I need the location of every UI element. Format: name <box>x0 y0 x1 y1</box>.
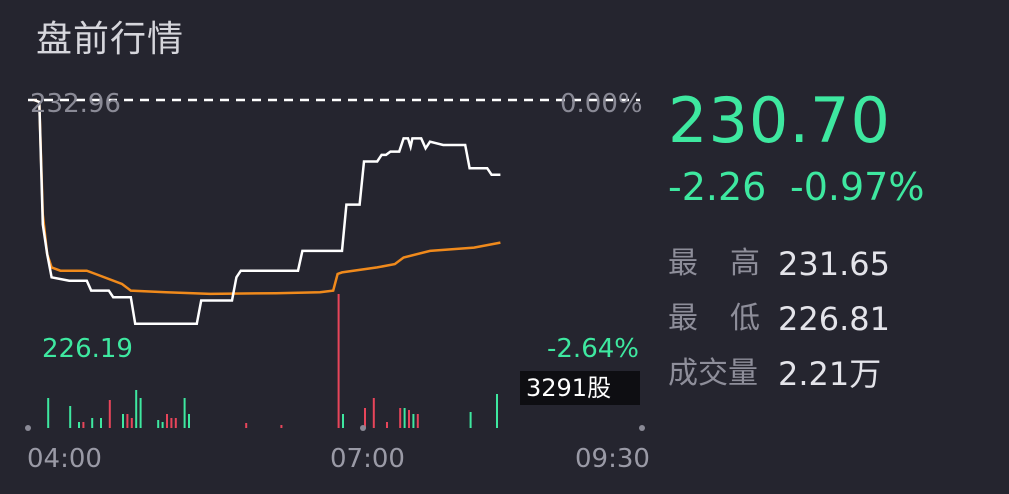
volume-bar <box>183 398 186 428</box>
volume-bar <box>69 406 72 428</box>
volume-bar <box>91 418 94 428</box>
volume-bar <box>416 414 419 428</box>
volume-bar <box>174 418 177 428</box>
price-change: -2.26 <box>668 165 767 209</box>
volume-bar <box>469 412 472 428</box>
volume-bars <box>47 294 498 428</box>
price-line <box>33 98 501 325</box>
axis-dot-end <box>639 425 645 431</box>
time-label-start: 04:00 <box>27 444 102 474</box>
volume-bar <box>386 422 388 428</box>
volume-bar <box>496 394 498 428</box>
volume-bar <box>130 418 133 428</box>
time-label-mid: 07:00 <box>330 444 405 474</box>
volume-bar <box>139 398 142 428</box>
volume-value: 2.21万 <box>778 355 882 393</box>
low-label: 最低 <box>668 301 792 336</box>
volume-bar <box>412 414 415 428</box>
current-price: 230.70 <box>668 84 891 157</box>
volume-bar <box>161 422 164 428</box>
volume-tooltip: 3291股 <box>520 371 640 405</box>
high-label: 最高 <box>668 246 792 281</box>
time-label-end: 09:30 <box>575 444 650 474</box>
low-value: 226.81 <box>778 300 890 338</box>
low-percent-label: -2.64% <box>547 334 639 364</box>
volume-bar <box>188 414 190 428</box>
volume-bar <box>342 414 344 428</box>
axis-dot-start <box>25 425 31 431</box>
volume-bar <box>372 398 375 428</box>
low-price-label: 226.19 <box>42 334 133 364</box>
high-value: 231.65 <box>778 245 890 283</box>
volume-bar <box>47 398 50 428</box>
volume-bar <box>157 420 160 428</box>
reference-percent-label: 0.00% <box>560 89 643 119</box>
volume-bar <box>135 390 138 428</box>
volume-bar <box>166 414 168 428</box>
intraday-chart[interactable] <box>0 0 660 494</box>
volume-bar <box>78 422 80 428</box>
volume-bar <box>100 418 102 428</box>
volume-bar <box>408 410 410 428</box>
price-change-percent: -0.97% <box>790 165 925 209</box>
volume-bar <box>108 400 111 428</box>
volume-bar <box>403 408 406 428</box>
volume-bar <box>337 294 340 428</box>
volume-bar <box>170 418 173 428</box>
reference-price-label: 232.96 <box>30 89 121 119</box>
page-title: 盘前行情 <box>36 19 185 60</box>
volume-bar <box>280 425 283 428</box>
average-price-line <box>33 98 501 296</box>
volume-bar <box>245 423 248 428</box>
volume-bar <box>126 414 129 428</box>
volume-bar <box>364 408 366 428</box>
volume-bar <box>399 408 402 428</box>
volume-bar <box>122 414 124 428</box>
volume-label: 成交量 <box>668 356 758 391</box>
axis-dot-mid <box>360 425 366 431</box>
volume-bar <box>82 422 85 428</box>
